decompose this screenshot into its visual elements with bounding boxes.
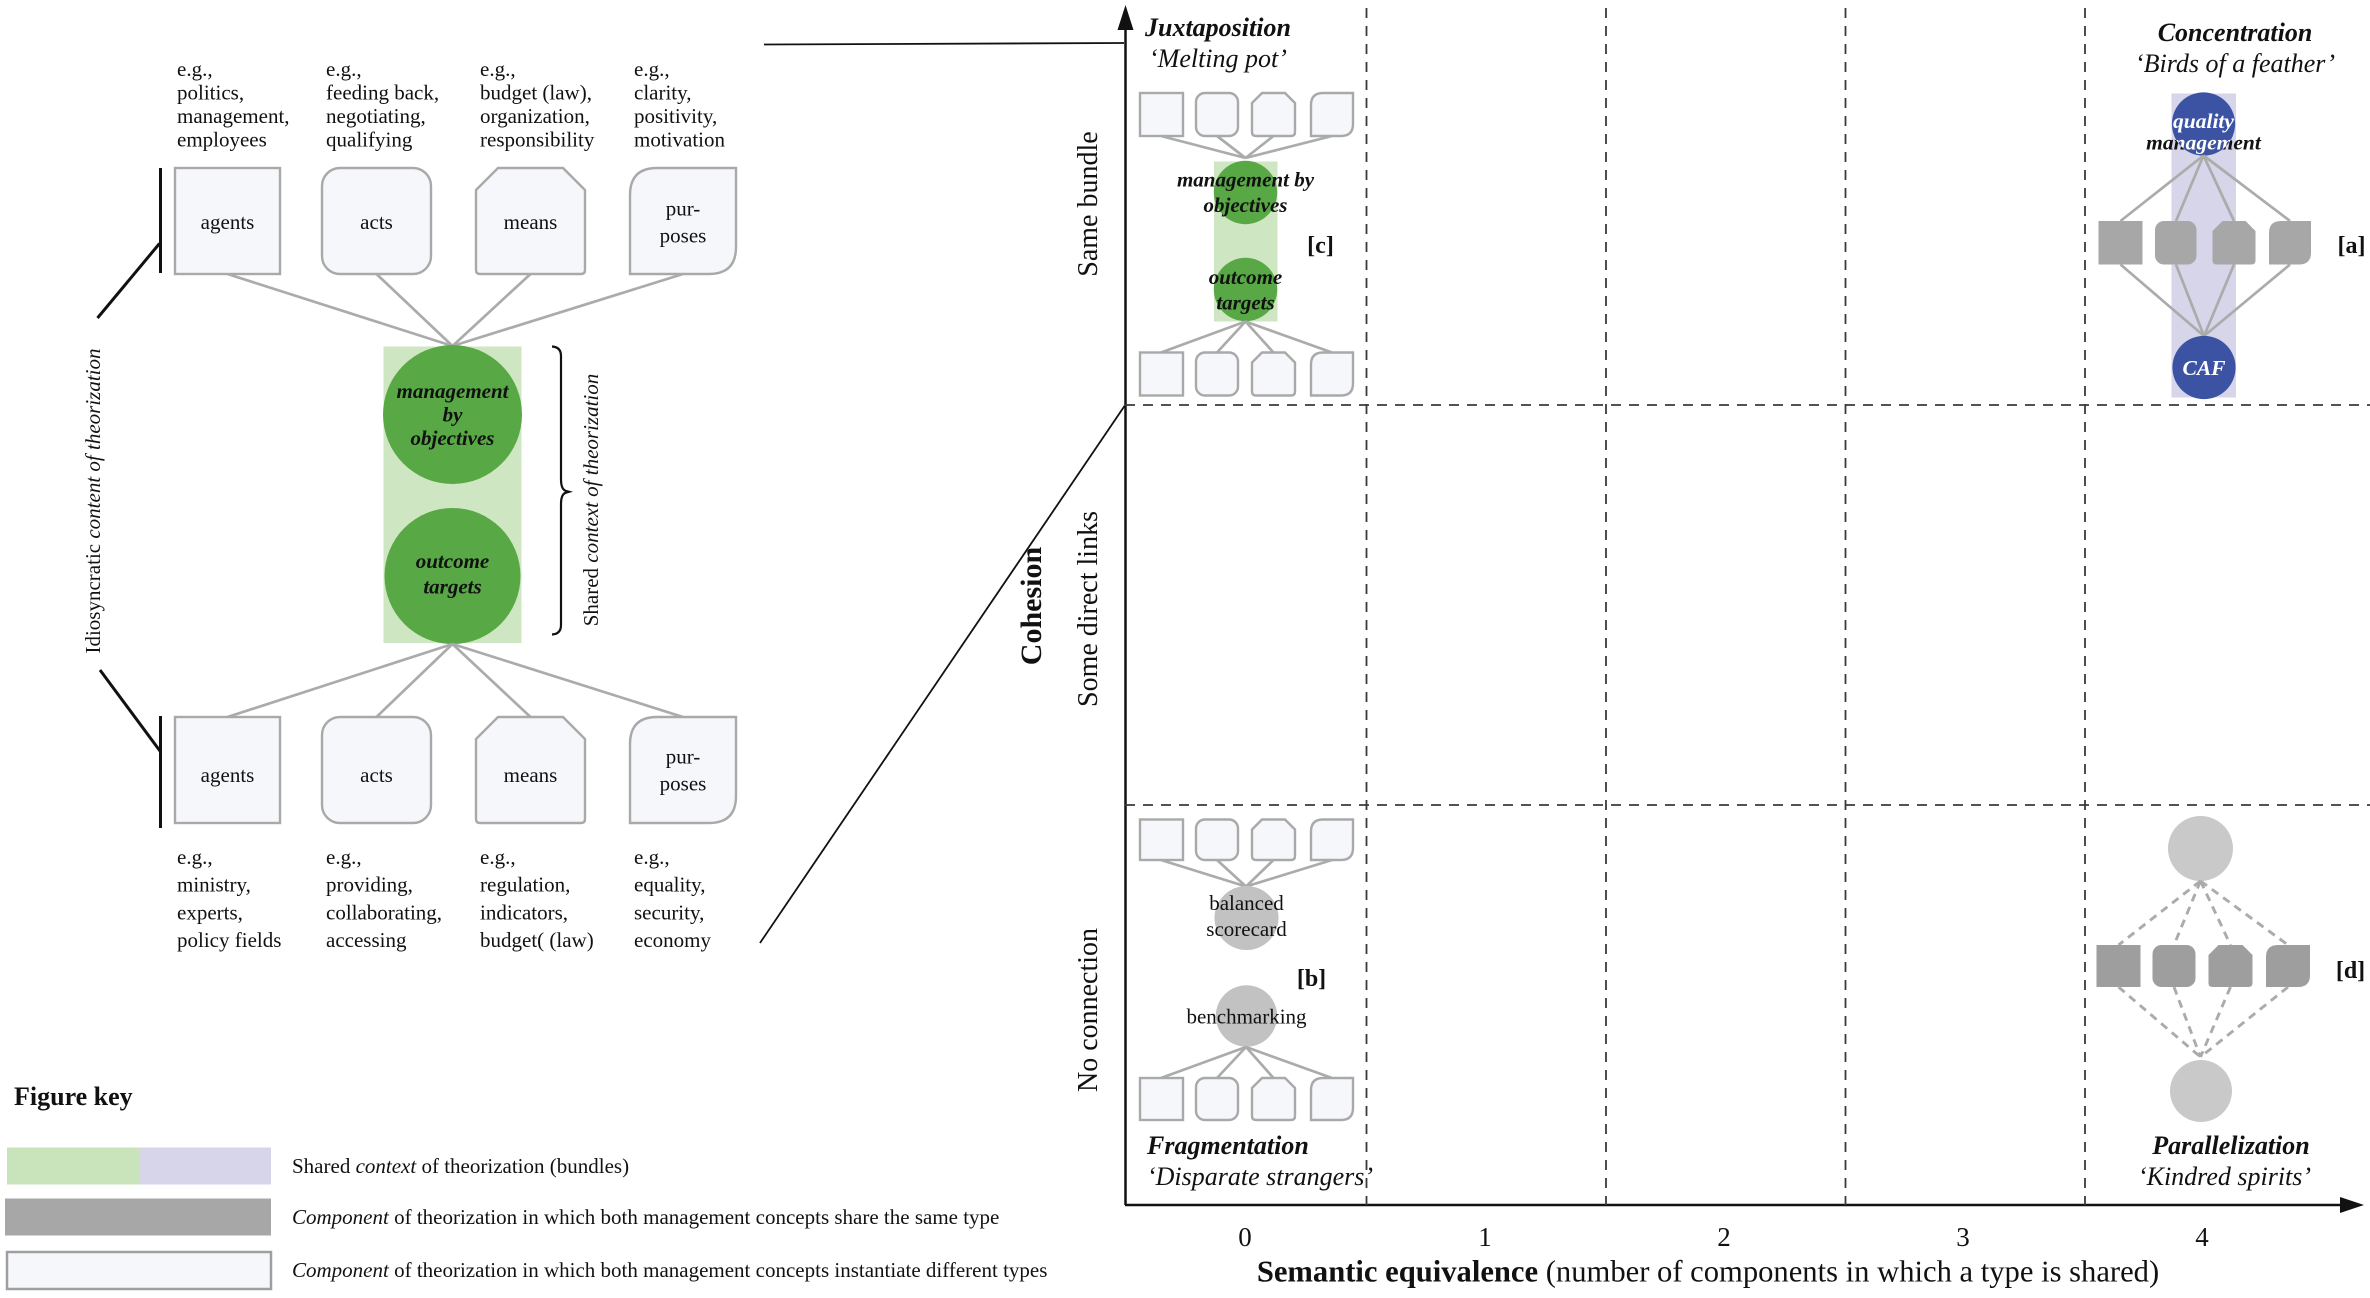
svg-text:budget( (law): budget( (law): [480, 928, 594, 952]
svg-text:2: 2: [1717, 1222, 1731, 1252]
svg-text:e.g.,: e.g.,: [177, 845, 213, 869]
svg-text:CAF: CAF: [2182, 356, 2225, 380]
svg-text:collaborating,: collaborating,: [326, 900, 442, 924]
svg-text:benchmarking: benchmarking: [1186, 1005, 1307, 1029]
svg-text:pur-: pur-: [666, 197, 701, 221]
svg-text:pur-: pur-: [666, 745, 701, 769]
svg-text:e.g.,: e.g.,: [326, 845, 362, 869]
svg-text:e.g.,: e.g.,: [326, 57, 362, 81]
svg-text:politics,: politics,: [177, 81, 244, 105]
svg-text:[c]: [c]: [1307, 233, 1334, 259]
svg-text:equality,: equality,: [634, 873, 706, 897]
svg-text:[b]: [b]: [1297, 966, 1326, 992]
svg-text:e.g.,: e.g.,: [177, 57, 213, 81]
svg-text:targets: targets: [423, 575, 481, 599]
svg-text:4: 4: [2195, 1222, 2209, 1252]
svg-text:Cohesion: Cohesion: [1015, 547, 1048, 666]
svg-text:outcome: outcome: [416, 549, 490, 573]
svg-text:agents: agents: [201, 210, 255, 234]
svg-text:responsibility: responsibility: [480, 128, 595, 152]
svg-text:e.g.,: e.g.,: [480, 57, 516, 81]
svg-text:[d]: [d]: [2336, 958, 2365, 984]
svg-text:providing,: providing,: [326, 873, 413, 897]
svg-text:means: means: [504, 210, 558, 234]
svg-text:e.g.,: e.g.,: [634, 57, 670, 81]
svg-text:Component of theorization in w: Component of theorization in which both …: [292, 1205, 999, 1229]
svg-text:Juxtaposition: Juxtaposition: [1144, 13, 1291, 42]
svg-text:accessing: accessing: [326, 928, 407, 952]
svg-text:No connection: No connection: [1073, 928, 1104, 1092]
svg-text:regulation,: regulation,: [480, 873, 570, 897]
svg-text:Same bundle: Same bundle: [1073, 131, 1104, 276]
svg-text:security,: security,: [634, 900, 704, 924]
svg-text:‘Kindred spirits’: ‘Kindred spirits’: [2138, 1162, 2311, 1191]
svg-text:objectives: objectives: [411, 426, 495, 450]
svg-text:poses: poses: [660, 224, 707, 248]
svg-text:acts: acts: [360, 763, 393, 787]
svg-text:ministry,: ministry,: [177, 873, 251, 897]
svg-text:3: 3: [1956, 1222, 1970, 1252]
svg-text:clarity,: clarity,: [634, 81, 692, 105]
svg-text:Figure key: Figure key: [14, 1082, 133, 1111]
svg-text:Concentration: Concentration: [2158, 18, 2313, 47]
svg-text:Idiosyncratic content of theor: Idiosyncratic content of theorization: [81, 348, 105, 653]
svg-text:feeding back,: feeding back,: [326, 81, 439, 105]
svg-text:employees: employees: [177, 128, 267, 152]
svg-text:management by: management by: [1177, 168, 1315, 192]
svg-text:positivity,: positivity,: [634, 104, 717, 128]
svg-text:indicators,: indicators,: [480, 900, 568, 924]
svg-text:policy fields: policy fields: [177, 928, 281, 952]
svg-text:qualifying: qualifying: [326, 128, 413, 152]
svg-text:‘Melting pot’: ‘Melting pot’: [1149, 44, 1287, 73]
svg-text:objectives: objectives: [1204, 193, 1288, 217]
svg-text:Some direct links: Some direct links: [1073, 511, 1104, 707]
svg-text:‘Disparate strangers’: ‘Disparate strangers’: [1147, 1162, 1373, 1191]
svg-text:Fragmentation: Fragmentation: [1146, 1131, 1309, 1160]
svg-text:[a]: [a]: [2338, 233, 2366, 259]
svg-text:‘Birds of a feather’: ‘Birds of a feather’: [2135, 49, 2335, 78]
svg-text:experts,: experts,: [177, 900, 243, 924]
svg-text:e.g.,: e.g.,: [480, 845, 516, 869]
svg-text:e.g.,: e.g.,: [634, 845, 670, 869]
svg-text:acts: acts: [360, 210, 393, 234]
svg-text:targets: targets: [1216, 291, 1274, 315]
svg-text:quality: quality: [2173, 109, 2234, 133]
svg-text:outcome: outcome: [1209, 265, 1283, 289]
svg-text:0: 0: [1238, 1222, 1252, 1252]
svg-text:organization,: organization,: [480, 104, 590, 128]
svg-text:economy: economy: [634, 928, 711, 952]
svg-text:negotiating,: negotiating,: [326, 104, 426, 128]
svg-text:management: management: [396, 379, 509, 403]
svg-text:budget (law),: budget (law),: [480, 81, 592, 105]
svg-text:management,: management,: [177, 104, 290, 128]
svg-text:management: management: [2146, 131, 2262, 155]
svg-text:motivation: motivation: [634, 128, 725, 152]
svg-text:Shared context of theorization: Shared context of theorization: [579, 374, 603, 627]
svg-text:scorecard: scorecard: [1206, 917, 1287, 941]
svg-text:1: 1: [1478, 1222, 1492, 1252]
svg-text:balanced: balanced: [1209, 891, 1284, 915]
svg-text:agents: agents: [201, 763, 255, 787]
svg-text:Shared context of theorization: Shared context of theorization (bundles): [292, 1154, 629, 1178]
svg-text:poses: poses: [660, 772, 707, 796]
svg-text:by: by: [443, 403, 464, 427]
svg-text:Parallelization: Parallelization: [2151, 1131, 2309, 1160]
svg-text:Semantic equivalence (number o: Semantic equivalence (number of componen…: [1257, 1255, 2159, 1289]
svg-text:means: means: [504, 763, 558, 787]
svg-text:Component of theorization in w: Component of theorization in which both …: [292, 1258, 1047, 1282]
